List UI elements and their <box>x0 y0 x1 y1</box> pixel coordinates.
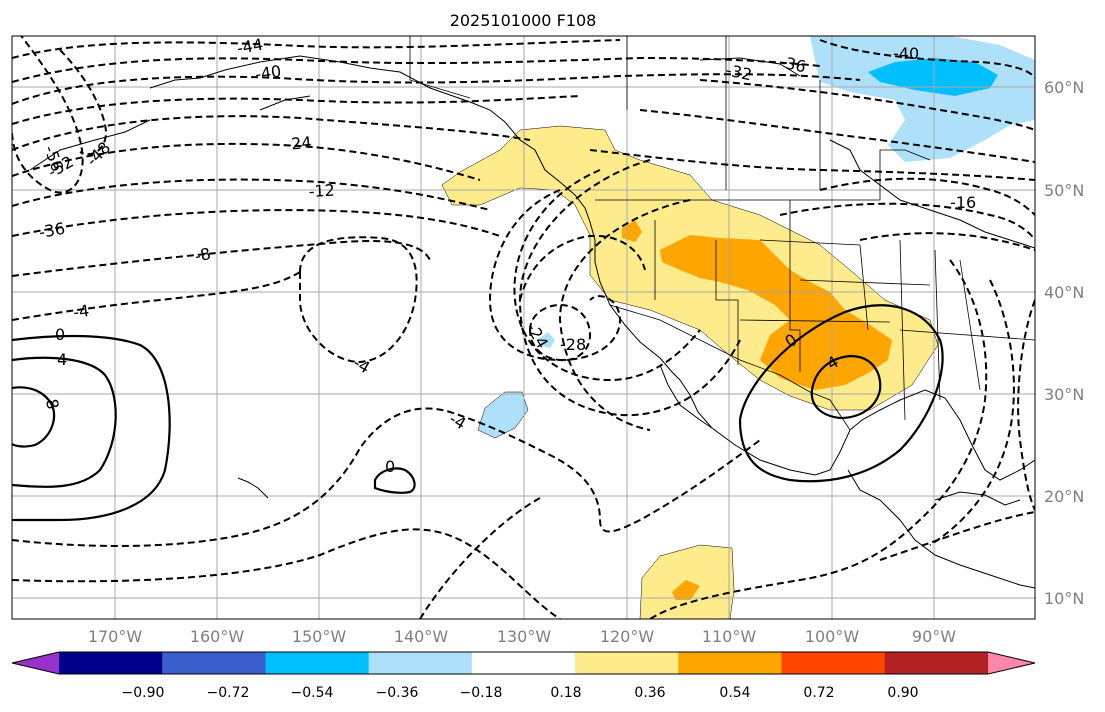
colorbar-extend-low <box>12 652 59 674</box>
lon-label: 130°W <box>497 627 552 646</box>
contour-label: -44 <box>235 35 264 58</box>
lat-label: 20°N <box>1044 487 1084 506</box>
lon-label: 100°W <box>805 627 860 646</box>
colorbar-label: 0.54 <box>719 685 750 701</box>
colorbar-extend-high <box>988 652 1035 674</box>
contour-label: -40 <box>254 62 283 84</box>
colorbar-swatch <box>265 652 370 674</box>
lat-label: 50°N <box>1044 181 1084 200</box>
colorbar-label: −0.54 <box>291 685 334 701</box>
colorbar-label: −0.90 <box>122 685 165 701</box>
lat-label: 30°N <box>1044 385 1084 404</box>
colorbar-label: 0.72 <box>803 685 834 701</box>
lon-label: 90°W <box>912 627 956 646</box>
lon-label: 160°W <box>190 627 245 646</box>
colorbar-labels: −0.90 −0.72 −0.54 −0.36 −0.18 0.18 0.36 … <box>122 685 919 701</box>
lon-label: 120°W <box>600 627 655 646</box>
lat-label: 40°N <box>1044 283 1084 302</box>
positive-anomaly-core-1 <box>660 235 892 390</box>
positive-anomaly-south-core <box>672 580 700 600</box>
colorbar-swatch <box>575 652 679 674</box>
colorbar <box>11 651 1036 675</box>
colorbar-label: −0.18 <box>460 685 503 701</box>
coastlines <box>29 55 1035 589</box>
graticule <box>12 36 1035 619</box>
latitude-labels: 60°N 50°N 40°N 30°N 20°N 10°N <box>1044 78 1084 608</box>
contour-label: -12 <box>308 181 335 201</box>
colorbar-swatch <box>368 652 473 674</box>
map-area: -56 -52 -48 -44 -40 -40 -36 -36 -32 -24 … <box>12 35 1035 619</box>
map-frame <box>11 35 1036 620</box>
colorbar-label: −0.36 <box>376 685 419 701</box>
contour-label: -36 <box>37 219 66 242</box>
contour-label: -40 <box>893 44 919 63</box>
colorbar-label: 0.90 <box>887 685 918 701</box>
colorbar-swatch <box>59 652 163 674</box>
contours <box>12 36 1035 619</box>
colorbar-swatch <box>781 652 886 674</box>
lon-label: 110°W <box>702 627 757 646</box>
contour-label: 0 <box>385 457 395 476</box>
map-title: 2025101000 F108 <box>450 11 597 30</box>
negative-anomaly-small <box>540 332 555 348</box>
contour-label: -16 <box>950 193 976 212</box>
lon-label: 150°W <box>292 627 347 646</box>
colorbar-outline <box>11 651 1036 675</box>
colorbar-swatch <box>162 652 266 674</box>
colorbar-label: 0.18 <box>550 685 581 701</box>
longitude-labels: 170°W 160°W 150°W 140°W 130°W 120°W 110°… <box>88 627 956 646</box>
colorbar-label: −0.72 <box>207 685 250 701</box>
contour-label: -24 <box>285 133 313 154</box>
contour-label: 0 <box>55 325 65 344</box>
lon-label: 140°W <box>394 627 449 646</box>
colorbar-label: 0.36 <box>634 685 665 701</box>
contour-label: 4 <box>57 350 67 369</box>
lat-label: 60°N <box>1044 78 1084 97</box>
contour-label: -4 <box>72 301 90 322</box>
contour-label: 8 <box>42 397 62 410</box>
colorbar-swatch <box>884 652 989 674</box>
lat-label: 10°N <box>1044 589 1084 608</box>
contour-label: -28 <box>560 335 586 354</box>
lon-label: 170°W <box>88 627 143 646</box>
contour-label: -8 <box>193 244 213 266</box>
colorbar-swatch <box>471 652 576 674</box>
colorbar-swatch <box>678 652 783 674</box>
